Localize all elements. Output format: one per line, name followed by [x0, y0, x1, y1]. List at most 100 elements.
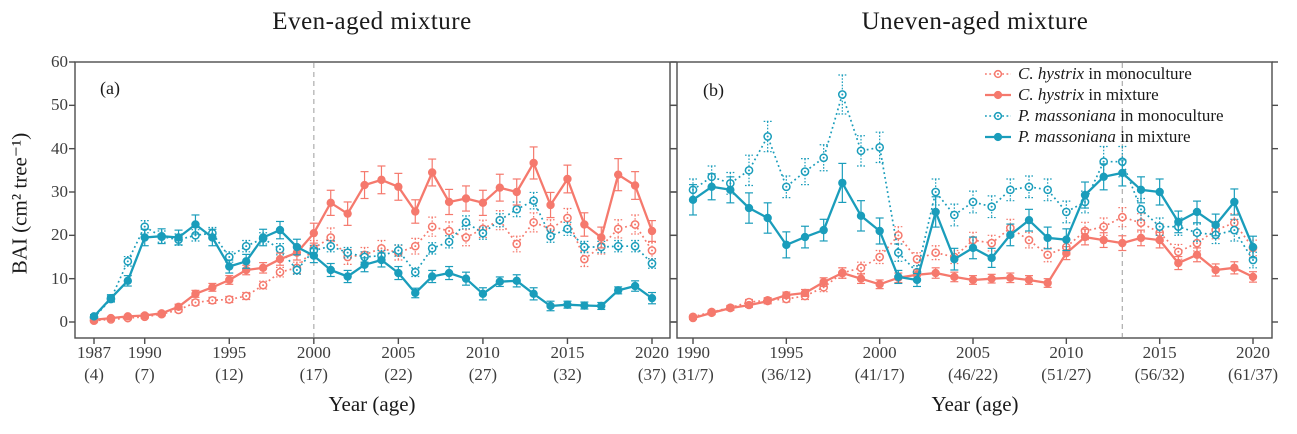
legend-item-p_massoniana-mixture: P. massoniana in mixture [984, 126, 1191, 147]
pm-mix-marker [744, 203, 754, 213]
ch-mix-marker [630, 181, 640, 190]
pm-mono-marker-dot [897, 251, 900, 254]
pm-mono-marker-dot [414, 271, 417, 274]
ch-mix-marker [461, 194, 471, 203]
ch-mix-marker [123, 312, 133, 321]
ch-mix-marker [157, 309, 166, 318]
pm-mono-marker-dot [617, 245, 620, 248]
ch-mix-marker [1118, 238, 1127, 248]
ch-mono-marker-dot [262, 284, 265, 287]
legend-item-p_massoniana-monoculture: P. massoniana in monoculture [984, 105, 1224, 126]
ch-mix-marker [275, 254, 285, 264]
legend-label: C. hystrix in monoculture [1018, 63, 1192, 84]
pm-mix-marker [1080, 190, 1090, 200]
panel-a-x-tick-age-2005: (22) [384, 365, 413, 384]
pm-mono-marker-dot [785, 185, 788, 188]
panel-a-series-pm-mono [89, 191, 657, 323]
pm-mix-marker [106, 293, 116, 303]
ch-mono-marker-dot [279, 271, 281, 274]
legend-label-suffix: in mixture [1084, 85, 1159, 104]
ch-mono-marker-dot [515, 243, 518, 245]
panel-a-x-tick-year-2010: 2010 [465, 343, 500, 362]
pm-mix-marker [912, 275, 922, 285]
pm-mono-marker-dot [1046, 188, 1049, 191]
ch-mix-marker [647, 226, 657, 236]
y-tick-label-50: 50 [51, 95, 68, 115]
pm-mix-marker [597, 301, 606, 311]
ch-mix-marker [931, 268, 940, 278]
pm-mix-marker [546, 301, 555, 311]
pm-mix-marker [1062, 235, 1071, 244]
ch-mix-marker [726, 303, 735, 313]
ch-mix-marker [763, 297, 772, 306]
pm-mono-marker-dot [1028, 185, 1030, 188]
pm-mix-marker [800, 232, 810, 242]
panel-b-x-tick-year-2010: 2010 [1049, 343, 1084, 362]
ch-mix-marker [427, 168, 437, 177]
pm-mix-marker [838, 178, 847, 188]
ch-mono-marker-dot [566, 217, 569, 219]
pm-mono-line [93, 199, 653, 319]
pm-mix-marker [191, 220, 200, 229]
ch-mix-marker [1211, 265, 1220, 275]
y-tick-label-0: 0 [59, 312, 69, 331]
pm-mono-marker-dot [634, 245, 637, 248]
pm-mix-marker [726, 185, 735, 195]
pm-mix-marker [343, 272, 352, 281]
ch-mix-marker [106, 313, 116, 323]
ch-mono-marker-dot [448, 230, 451, 232]
pm-mono-marker-dot [804, 170, 806, 173]
pm-mix-marker [275, 225, 285, 235]
legend-species-name: P. massoniana [1018, 106, 1116, 125]
legend-marker [993, 132, 1003, 141]
panel-b-x-tick-year-2000: 2000 [862, 343, 897, 362]
panel-b-x-tick-age-2010: (51/27) [1041, 365, 1092, 384]
pm-mono-marker-dot [841, 93, 844, 96]
y-tick-label-30: 30 [51, 182, 68, 201]
panel-b-x-tick-age-1990: (31/7) [672, 365, 714, 384]
pm-mono-marker-dot [245, 245, 248, 248]
ch-mix-marker [856, 274, 866, 283]
ch-mono-marker-dot [1046, 253, 1049, 256]
pm-mix-marker [512, 276, 521, 286]
panel-a-x-tick-year-2005: 2005 [381, 343, 416, 362]
pm-mix-marker [1118, 168, 1127, 178]
y-tick-label-40: 40 [51, 138, 68, 158]
panel-a-x-tick-year-2000: 2000 [296, 343, 331, 362]
panel-b-series-pm-mix [688, 159, 1258, 288]
panel-b-box [676, 61, 1273, 339]
ch-mix-marker [512, 187, 521, 197]
pm-mono-marker-dot [515, 208, 518, 211]
ch-mono-marker-dot [1102, 225, 1105, 228]
pm-mix-marker [819, 225, 828, 235]
pm-mix-marker [529, 289, 538, 299]
ch-mix-marker [950, 272, 959, 282]
ch-mono-marker-dot [1028, 239, 1030, 242]
pm-mix-marker [580, 301, 589, 310]
pm-mix-marker [782, 240, 791, 250]
pm-mono-marker-dot [329, 245, 332, 248]
ch-mono-marker-dot [228, 298, 231, 301]
panel-a-x-tick-year-1990: 1990 [127, 343, 162, 362]
panel-b-x-tick-age-2005: (46/22) [947, 365, 999, 384]
pm-mono-marker-dot [651, 262, 653, 265]
ch-mono-marker-dot [211, 299, 214, 302]
pm-mono-marker-dot [448, 240, 451, 243]
legend-species-name: P. massoniana [1018, 127, 1116, 146]
ch-mono-marker-dot [990, 242, 993, 245]
ch-mix-marker [1155, 235, 1164, 245]
legend-label: P. massoniana in mixture [1018, 126, 1191, 147]
pm-mix-marker [377, 255, 386, 265]
panel-b-x-tick-age-2015: (56/32) [1134, 365, 1185, 384]
ch-mono-marker-dot [1140, 221, 1142, 224]
panel-b-x-tick-year-2015: 2015 [1142, 343, 1177, 362]
pm-mono-marker-dot [532, 199, 535, 202]
ch-mix-marker [478, 198, 488, 208]
pm-mix-marker [140, 233, 149, 242]
panel-a-x-tick-age-1995: (12) [215, 365, 244, 384]
pm-mix-marker [1006, 230, 1015, 240]
dotted-line-open-circle-icon [985, 69, 1011, 78]
pm-mix-marker [1155, 187, 1164, 197]
